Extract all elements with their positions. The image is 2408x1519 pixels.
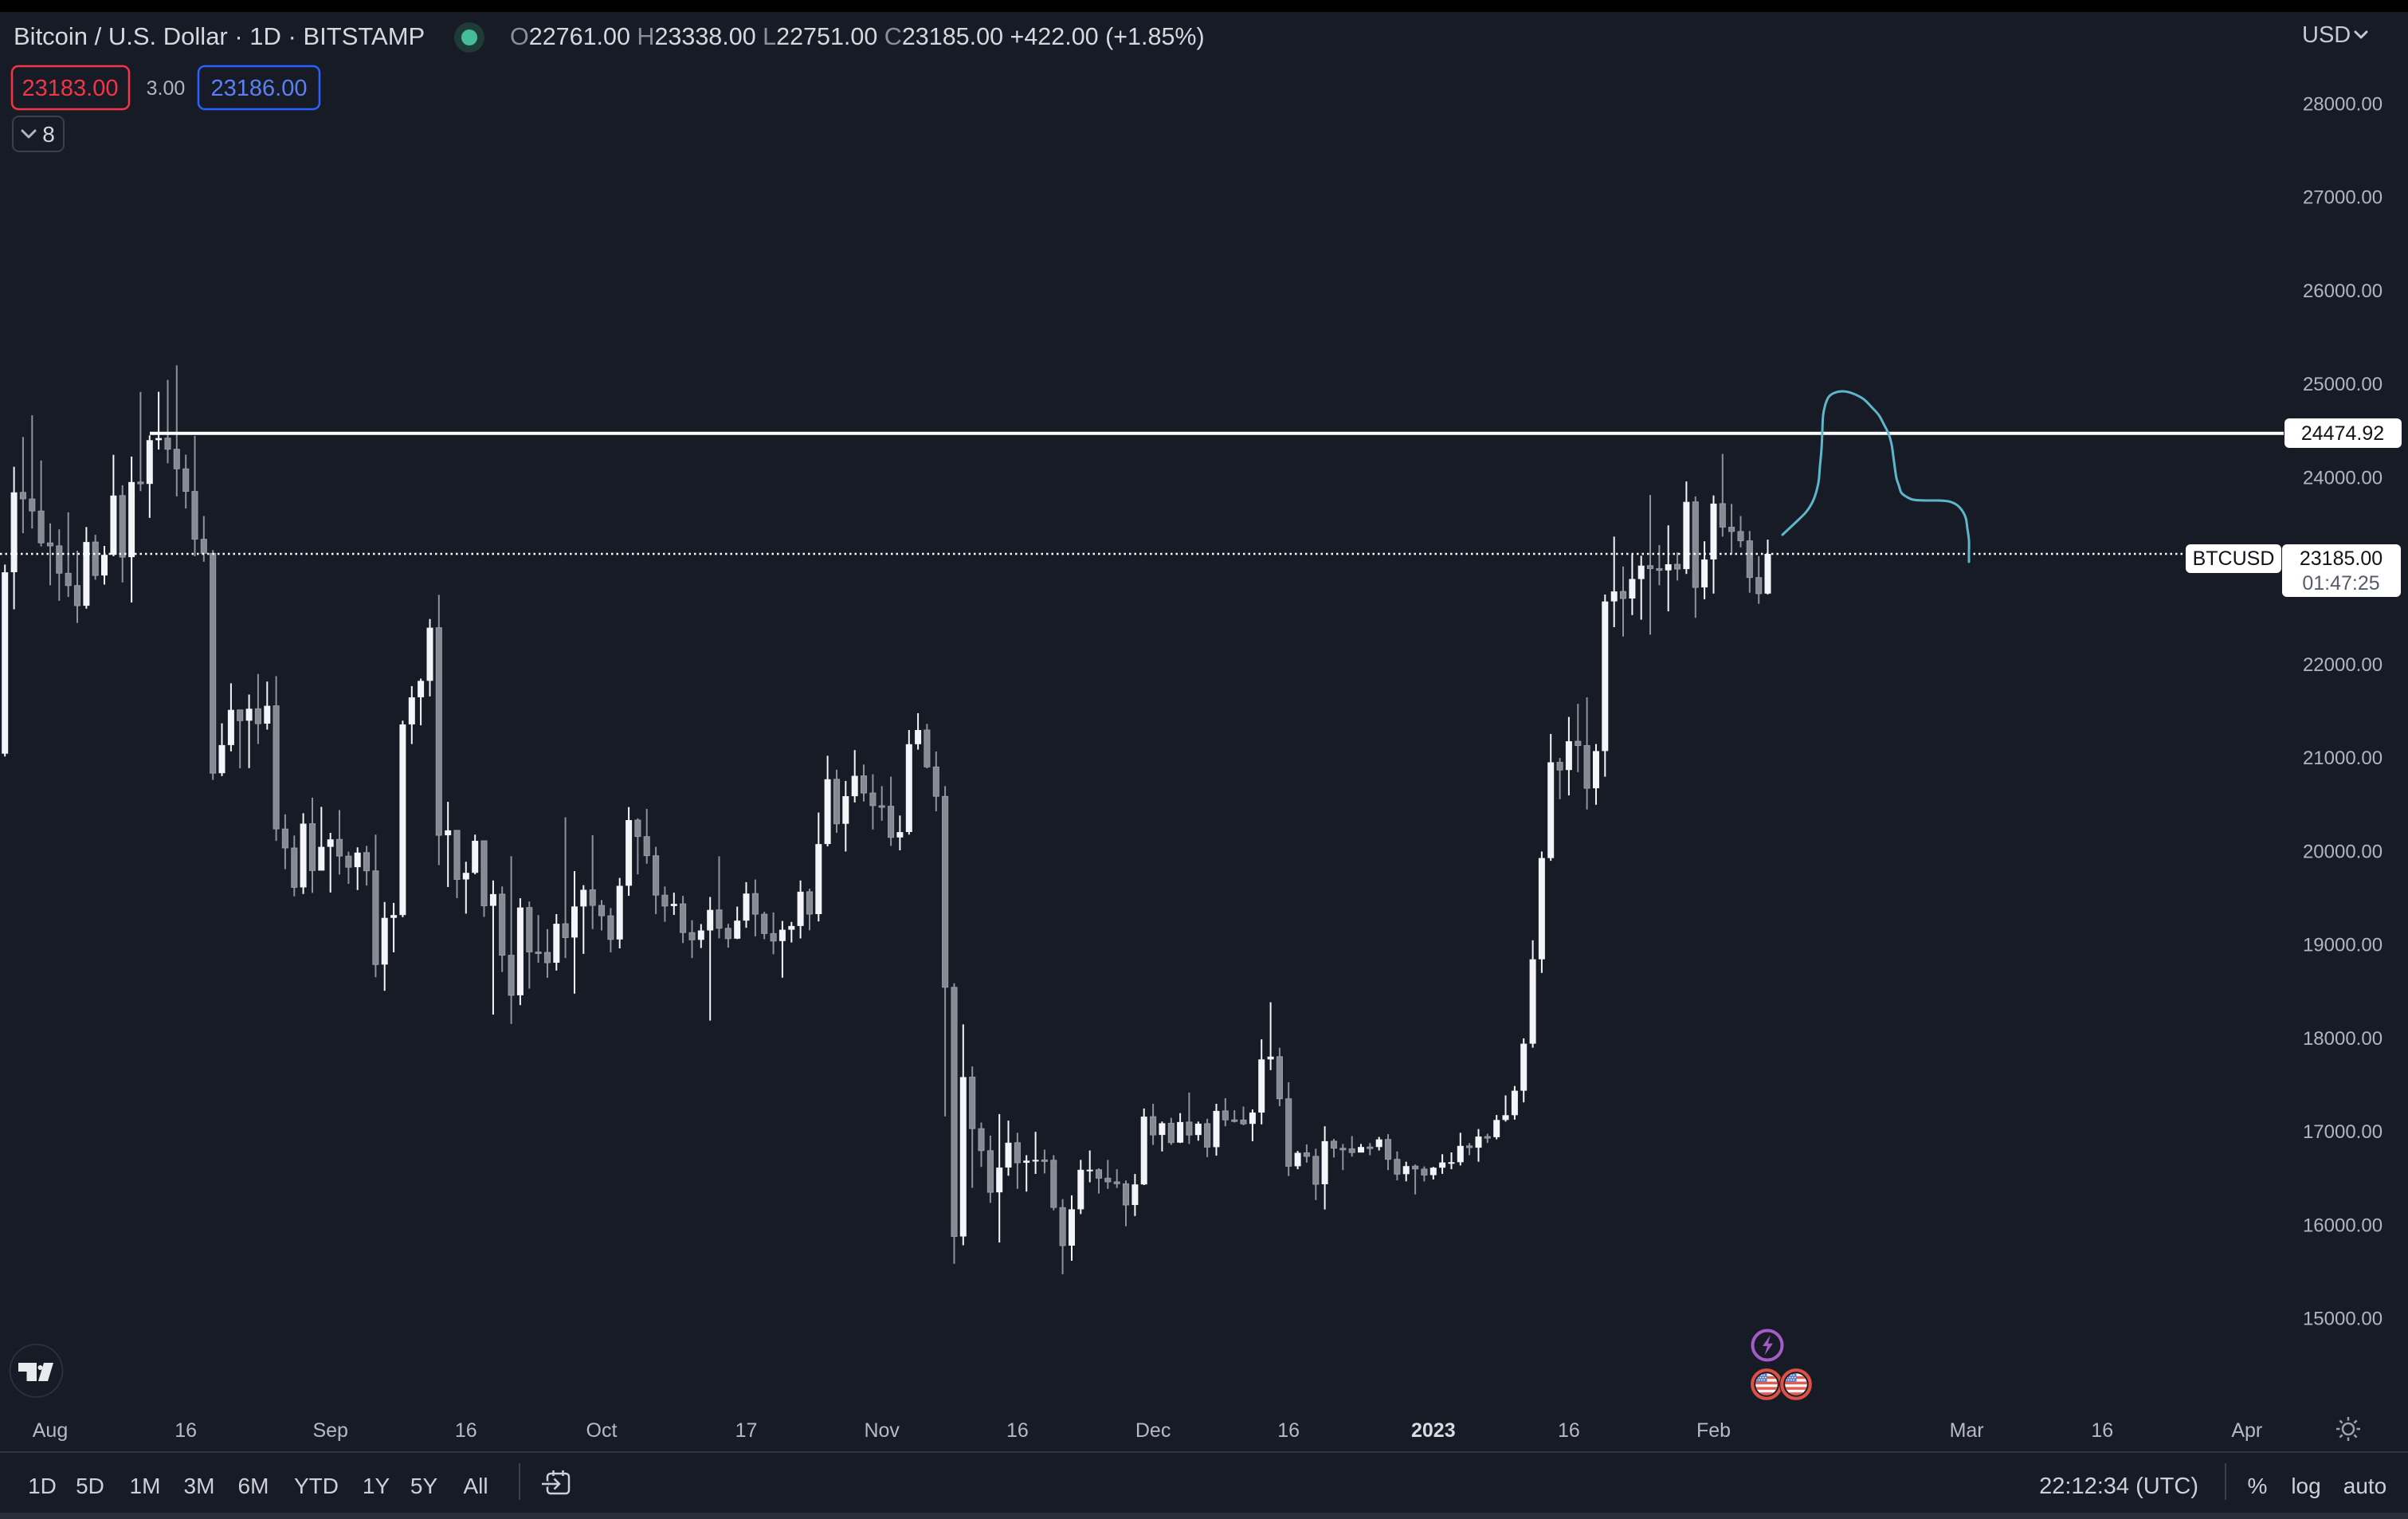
svg-text:27000.00: 27000.00	[2303, 187, 2383, 209]
svg-text:24000.00: 24000.00	[2303, 467, 2383, 489]
svg-text:Sep: Sep	[312, 1419, 347, 1442]
svg-text:2023: 2023	[1411, 1419, 1456, 1442]
svg-text:17000.00: 17000.00	[2303, 1121, 2383, 1143]
svg-text:16: 16	[175, 1419, 197, 1442]
svg-text:22000.00: 22000.00	[2303, 654, 2383, 676]
svg-text:Aug: Aug	[33, 1419, 68, 1442]
svg-text:23185.00: 23185.00	[2300, 548, 2383, 570]
svg-text:20000.00: 20000.00	[2303, 841, 2383, 862]
svg-text:Dec: Dec	[1135, 1419, 1171, 1442]
svg-text:1M: 1M	[130, 1474, 161, 1498]
svg-text:22:12:34 (UTC): 22:12:34 (UTC)	[2039, 1474, 2198, 1499]
svg-text:16000.00: 16000.00	[2303, 1215, 2383, 1236]
svg-text:23186.00: 23186.00	[211, 76, 308, 101]
svg-text:USD: USD	[2302, 22, 2351, 48]
svg-text:5Y: 5Y	[410, 1474, 438, 1498]
svg-text:%: %	[2248, 1474, 2268, 1498]
svg-text:1D: 1D	[28, 1474, 57, 1498]
svg-text:16: 16	[1277, 1419, 1300, 1442]
svg-text:Feb: Feb	[1696, 1419, 1731, 1442]
svg-text:01:47:25: 01:47:25	[2302, 572, 2379, 595]
svg-text:Bitcoin / U.S. Dollar · 1D · B: Bitcoin / U.S. Dollar · 1D · BITSTAMP	[14, 22, 425, 50]
svg-text:15000.00: 15000.00	[2303, 1309, 2383, 1330]
svg-text:23183.00: 23183.00	[22, 76, 119, 101]
svg-text:16: 16	[1558, 1419, 1580, 1442]
svg-text:log: log	[2291, 1474, 2320, 1498]
svg-text:16: 16	[1006, 1419, 1029, 1442]
svg-text:24474.92: 24474.92	[2301, 422, 2384, 445]
svg-text:26000.00: 26000.00	[2303, 281, 2383, 302]
svg-text:18000.00: 18000.00	[2303, 1028, 2383, 1050]
svg-text:Oct: Oct	[586, 1419, 618, 1442]
svg-text:5D: 5D	[76, 1474, 104, 1498]
svg-text:auto: auto	[2343, 1474, 2387, 1498]
svg-text:BTCUSD: BTCUSD	[2193, 548, 2275, 570]
svg-text:All: All	[463, 1474, 488, 1498]
svg-text:19000.00: 19000.00	[2303, 935, 2383, 956]
svg-text:8: 8	[42, 122, 55, 147]
svg-text:O22761.00 H23338.00 L22751.00: O22761.00 H23338.00 L22751.00 C23185.00 …	[510, 23, 1205, 50]
svg-text:25000.00: 25000.00	[2303, 374, 2383, 395]
svg-text:3.00: 3.00	[147, 77, 186, 100]
svg-text:28000.00: 28000.00	[2303, 93, 2383, 115]
svg-text:16: 16	[2091, 1419, 2113, 1442]
svg-text:Apr: Apr	[2231, 1419, 2262, 1442]
svg-text:17: 17	[735, 1419, 758, 1442]
svg-text:21000.00: 21000.00	[2303, 748, 2383, 769]
svg-text:1Y: 1Y	[363, 1474, 390, 1498]
svg-text:Nov: Nov	[864, 1419, 900, 1442]
svg-text:Mar: Mar	[1950, 1419, 1984, 1442]
svg-text:YTD: YTD	[294, 1474, 339, 1498]
svg-text:3M: 3M	[184, 1474, 215, 1498]
svg-text:6M: 6M	[238, 1474, 269, 1498]
svg-text:16: 16	[455, 1419, 477, 1442]
